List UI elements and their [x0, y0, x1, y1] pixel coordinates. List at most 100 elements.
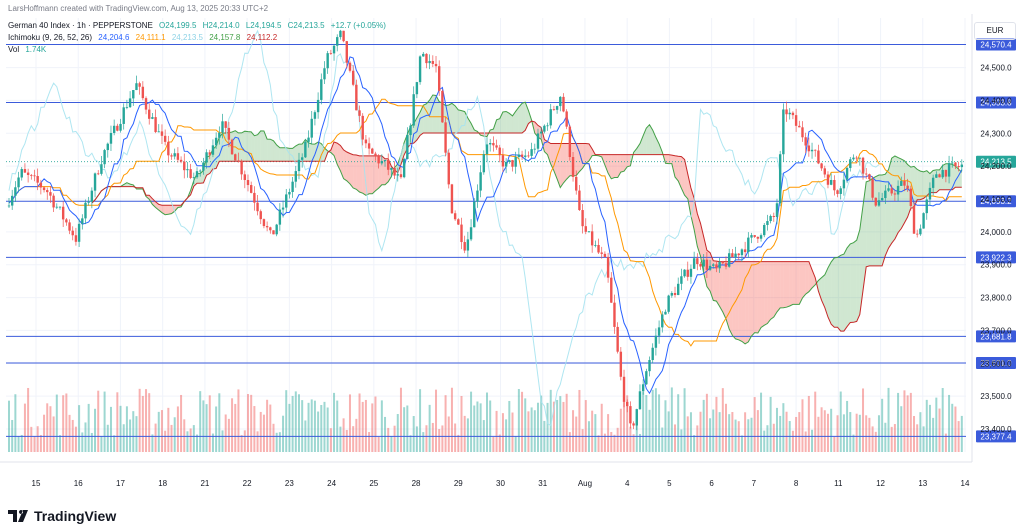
candle-body [402, 159, 406, 178]
cloud-segment [898, 157, 902, 233]
x-tick-9: 28 [412, 479, 421, 488]
volume-bar [135, 416, 138, 452]
candle-body [590, 231, 594, 246]
candle-body [692, 258, 696, 269]
volume-bar [811, 429, 814, 452]
cloud-segment [732, 261, 736, 339]
volume-bar [170, 424, 173, 452]
candle-body [438, 66, 441, 91]
volume-bar [897, 392, 900, 452]
volume-bar [734, 419, 737, 452]
candle-body [587, 231, 591, 233]
volume-bar [406, 405, 409, 452]
volume-bar [377, 436, 380, 452]
candle-body [93, 173, 97, 191]
x-tick-6: 23 [285, 479, 294, 488]
candle-body [922, 213, 925, 229]
candle-body [173, 153, 176, 157]
ichimoku-legend[interactable]: Ichimoku (9, 26, 52, 26) 24,204.6 24,111… [8, 33, 281, 42]
candle-body [498, 147, 501, 156]
cloud-segment [754, 261, 758, 333]
candle-body [281, 207, 285, 210]
candle-body [65, 219, 68, 223]
cloud-segment [429, 94, 433, 134]
volume-bar [116, 392, 119, 452]
volume-bar [431, 422, 434, 452]
cloud-segment [149, 195, 153, 205]
candles [7, 29, 964, 431]
cloud-segment [655, 137, 660, 155]
cloud-segment [298, 144, 303, 162]
cloud-segment [168, 205, 172, 215]
candle-body [211, 145, 215, 155]
level-label-3: 23,922.3 [980, 253, 1012, 262]
volume-bar [122, 424, 125, 452]
candle-body [928, 187, 932, 200]
cloud-segment [423, 103, 427, 134]
volume-bar [62, 395, 65, 452]
candle-body [316, 99, 320, 113]
volume-bar [941, 388, 944, 452]
volume-bar [412, 416, 415, 452]
ohlc-open: O24,199.5 [159, 21, 197, 30]
time-axis[interactable]: 15 16 17 18 21 22 23 24 25 28 29 30 31 Aug 4 5 6 7 8 11 12 13… [0, 461, 972, 488]
cloud-segment [426, 100, 430, 134]
candle-body [536, 133, 540, 149]
volume-bar [944, 433, 947, 452]
volume-bar [87, 403, 90, 452]
candle-body [549, 109, 552, 126]
volume-bar [109, 406, 112, 452]
volume-bar [556, 399, 559, 452]
candle-body [342, 30, 345, 42]
candle-body [52, 195, 55, 208]
cloud-segment [257, 130, 261, 162]
candle-body [539, 131, 543, 134]
volume-bar [486, 392, 488, 452]
candle-body [221, 121, 224, 133]
cloud-segment [792, 261, 797, 305]
candle-body [826, 174, 830, 185]
volume-bar [352, 426, 355, 452]
candle-body [578, 190, 581, 211]
candle-body [759, 235, 763, 239]
y-tick-0: 24,500.0 [980, 64, 1012, 73]
volume-bar [935, 397, 938, 452]
cloud-segment [563, 143, 567, 183]
candle-body [935, 174, 938, 178]
volume-bar [836, 415, 839, 452]
volume-bar [833, 436, 836, 452]
candle-body [183, 161, 186, 171]
currency-badge[interactable]: EUR [974, 22, 1016, 40]
cloud-segment [818, 277, 822, 301]
volume-bar [616, 427, 619, 452]
cloud-segment [722, 261, 726, 319]
candle-body [677, 283, 680, 296]
cloud-segment [270, 139, 274, 162]
x-tick-0: 15 [32, 479, 41, 488]
cloud-segment [776, 261, 781, 312]
tradingview-logo: TradingView [8, 508, 116, 524]
volume-bar [106, 424, 109, 452]
candle-body [205, 152, 208, 163]
cloud-segment [783, 261, 787, 308]
candle-body [399, 174, 403, 178]
candle-body [154, 117, 157, 133]
candle-body [775, 203, 779, 217]
volume-bar [909, 392, 912, 452]
volume-bar [285, 390, 288, 452]
volume-bar [581, 429, 584, 452]
price-axis[interactable]: 24,570.4 24,393.8 24,093.2 23,922.3 23,681.8… [971, 14, 1016, 462]
candle-body [355, 84, 358, 111]
candle-body [597, 244, 600, 253]
candle-body [511, 160, 514, 167]
volume-bar [266, 399, 269, 452]
volume-bar [103, 391, 106, 452]
volume-bar [559, 396, 562, 452]
volume-legend[interactable]: Vol 1.74K [8, 45, 50, 54]
y-tick-4: 24,100.0 [980, 195, 1012, 204]
candle-body [667, 295, 670, 312]
candle-body [699, 264, 702, 267]
candle-body [712, 264, 715, 266]
volume-bar [450, 387, 453, 452]
